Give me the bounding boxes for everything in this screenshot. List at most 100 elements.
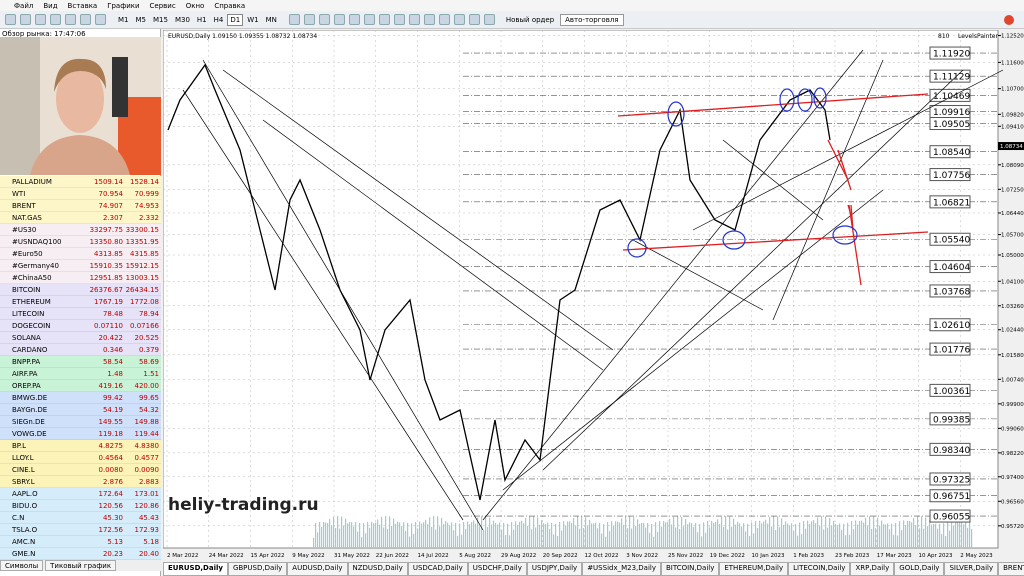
chart-tab[interactable]: NZDUSD,Daily (347, 562, 408, 576)
icon[interactable] (80, 14, 91, 25)
icon[interactable] (378, 14, 390, 25)
timeframe-button[interactable]: M5 (135, 15, 147, 24)
chart-tab[interactable]: USDJPY,Daily (526, 562, 583, 576)
icon[interactable] (95, 14, 106, 25)
timeframe-button[interactable]: H4 (213, 15, 224, 24)
volume-bar (385, 516, 387, 548)
volume-bar (785, 521, 787, 548)
volume-bar (885, 524, 887, 548)
timeframe-button[interactable]: M30 (174, 15, 190, 24)
menu-item[interactable]: Файл (14, 1, 34, 10)
icon[interactable] (288, 14, 300, 25)
volume-bar (719, 523, 721, 548)
icon[interactable] (393, 14, 405, 25)
symbol-row[interactable]: BRENT 74.907 74.953 (0, 200, 161, 212)
volume-bar (917, 516, 919, 548)
symbol-row[interactable]: AAPL.O 172.64 173.01 (0, 488, 161, 500)
x-tick-label: 3 Nov 2022 (626, 553, 658, 559)
icon[interactable] (303, 14, 315, 25)
symbol-row[interactable]: C.N 45.30 45.43 (0, 512, 161, 524)
volume-bar (789, 525, 791, 548)
symbol-row[interactable]: BAYGn.DE 54.19 54.32 (0, 404, 161, 416)
symbol-row[interactable]: SIEGn.DE 149.55 149.88 (0, 416, 161, 428)
symbol-row[interactable]: LLOY.L 0.4564 0.4577 (0, 452, 161, 464)
symbol-row[interactable]: BITCOIN 26376.67 26434.15 (0, 284, 161, 296)
ask: 13351.95 (125, 237, 159, 246)
menu-item[interactable]: Справка (214, 1, 246, 10)
symbol-row[interactable]: AIRF.PA 1.48 1.51 (0, 368, 161, 380)
symbol-row[interactable]: SBRY.L 2.876 2.883 (0, 476, 161, 488)
symbol-row[interactable]: #US30 33297.75 33300.15 (0, 224, 161, 236)
icon[interactable] (348, 14, 360, 25)
symbol-row[interactable]: TSLA.O 172.56 172.93 (0, 524, 161, 536)
symbol-row[interactable]: CARDANO 0.346 0.379 (0, 344, 161, 356)
symbol-row[interactable]: AMC.N 5.13 5.18 (0, 536, 161, 548)
chart-tab[interactable]: USDCAD,Daily (407, 562, 468, 576)
menu-item[interactable]: Сервис (149, 1, 176, 10)
chart-tab[interactable]: USDCHF,Daily (467, 562, 527, 576)
new-order-button[interactable]: Новый ордер (505, 15, 555, 24)
icon[interactable] (35, 14, 46, 25)
icon[interactable] (65, 14, 76, 25)
symbol-row[interactable]: LITECOIN 78.48 78.94 (0, 308, 161, 320)
timeframe-button[interactable]: MN (265, 15, 277, 24)
icon[interactable] (363, 14, 375, 25)
volume-bar (819, 525, 821, 548)
symbol-row[interactable]: BIDU.O 120.56 120.86 (0, 500, 161, 512)
icon[interactable] (50, 14, 61, 25)
chart-tab[interactable]: XRP,Daily (850, 562, 895, 576)
symbol-row[interactable]: BMWG.DE 99.42 99.65 (0, 392, 161, 404)
icon[interactable] (318, 14, 330, 25)
chart-tab[interactable]: SILVER,Daily (944, 562, 999, 576)
symbol-row[interactable]: DOGECOIN 0.07110 0.07166 (0, 320, 161, 332)
timeframe-button[interactable]: H1 (196, 15, 207, 24)
icon[interactable] (408, 14, 420, 25)
menu-item[interactable]: Графики (107, 1, 140, 10)
icon[interactable] (438, 14, 450, 25)
timeframe-button[interactable]: M15 (153, 15, 168, 24)
chart-tab[interactable]: BRENT,Daily (998, 562, 1024, 576)
symbol-row[interactable]: #Euro50 4313.85 4315.85 (0, 248, 161, 260)
timeframe-button[interactable]: D1 (227, 13, 244, 26)
chart-tab[interactable]: EURUSD,Daily (163, 562, 228, 576)
timeframe-button[interactable]: M1 (118, 15, 129, 24)
menu-item[interactable]: Вставка (67, 1, 98, 10)
symbol-row[interactable]: SOLANA 20.422 20.525 (0, 332, 161, 344)
icon[interactable] (468, 14, 480, 25)
icon[interactable] (333, 14, 345, 25)
chart-tab[interactable]: GOLD,Daily (894, 562, 945, 576)
chart-tab[interactable]: #USSidx_M23,Daily (582, 562, 661, 576)
symbol-row[interactable]: ETHEREUM 1767.19 1772.08 (0, 296, 161, 308)
symbol-row[interactable]: #Germany40 15910.35 15912.15 (0, 260, 161, 272)
symbol-row[interactable]: WTI 70.954 70.999 (0, 188, 161, 200)
icon[interactable] (453, 14, 465, 25)
icon[interactable] (483, 14, 495, 25)
chart-tab[interactable]: AUDUSD,Daily (287, 562, 348, 576)
chart-tab[interactable]: LITECOIN,Daily (788, 562, 851, 576)
volume-bar (877, 517, 879, 548)
tab[interactable]: Символы (0, 560, 44, 571)
symbol-row[interactable]: GME.N 20.23 20.40 (0, 548, 161, 560)
symbol-row[interactable]: BNPP.PA 58.54 58.69 (0, 356, 161, 368)
icon[interactable] (20, 14, 31, 25)
chart-tab[interactable]: BITCOIN,Daily (660, 562, 720, 576)
chart-tab[interactable]: ETHEREUM,Daily (719, 562, 789, 576)
symbol-row[interactable]: NAT.GAS 2.307 2.332 (0, 212, 161, 224)
symbol-row[interactable]: #USNDAQ100 13350.80 13351.95 (0, 236, 161, 248)
menu-item[interactable]: Окно (185, 1, 205, 10)
symbol-row[interactable]: VOWG.DE 119.18 119.44 (0, 428, 161, 440)
icon[interactable] (5, 14, 16, 25)
symbol-row[interactable]: BP.L 4.8275 4.8380 (0, 440, 161, 452)
symbol-row[interactable]: OREP.PA 419.16 420.00 (0, 380, 161, 392)
auto-trading-button[interactable]: Авто-торговля (560, 13, 624, 26)
symbol-row[interactable]: CINE.L 0.0080 0.0090 (0, 464, 161, 476)
symbol-row[interactable]: #ChinaA50 12951.85 13003.15 (0, 272, 161, 284)
y-tick-label: 0.97400 (1001, 475, 1024, 481)
timeframe-button[interactable]: W1 (247, 15, 259, 24)
chart-tab[interactable]: GBPUSD,Daily (227, 562, 288, 576)
icon[interactable] (423, 14, 435, 25)
menu-item[interactable]: Вид (43, 1, 58, 10)
symbol-row[interactable]: PALLADIUM 1509.14 1528.14 (0, 176, 161, 188)
logo (1004, 14, 1014, 25)
tab[interactable]: Тиковый график (45, 560, 117, 571)
